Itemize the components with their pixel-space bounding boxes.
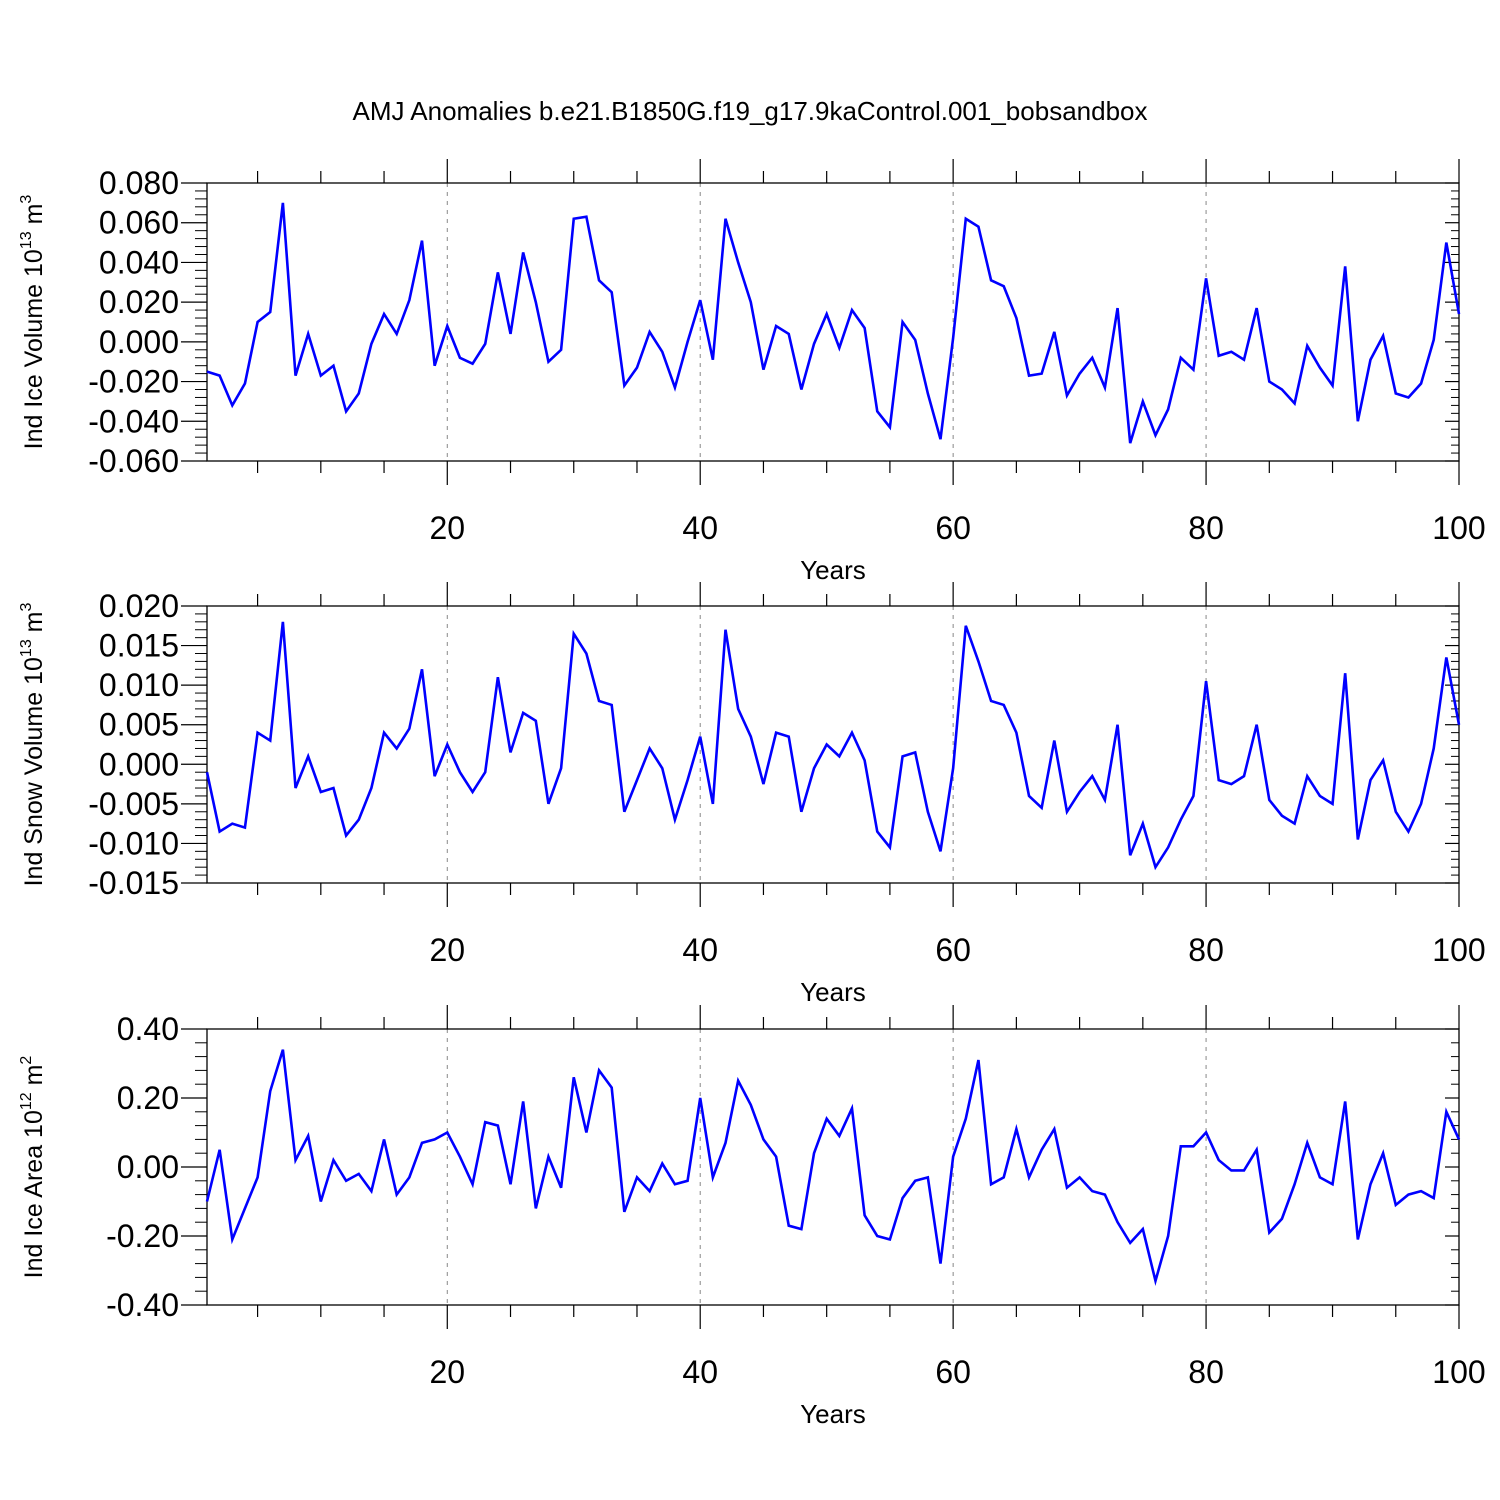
x-tick-label: 60 [935,1354,971,1390]
y-tick-label: 0.020 [99,588,179,624]
y-tick-label: 0.20 [117,1080,179,1116]
y-axis-label-superscript: 13 [18,231,35,249]
y-tick-label: 0.080 [99,165,179,201]
x-axis-label: Years [800,555,866,585]
y-tick-label: -0.005 [88,786,179,822]
x-tick-label: 100 [1432,510,1485,546]
x-tick-label: 20 [429,1354,465,1390]
y-axis-label-superscript: 3 [18,603,35,612]
y-axis-label-text: Ind Ice Area 10 [20,1110,48,1278]
y-tick-label: 0.00 [117,1149,179,1185]
x-tick-label: 60 [935,510,971,546]
x-tick-label: 40 [682,1354,718,1390]
x-tick-label: 80 [1188,932,1224,968]
x-tick-label: 80 [1188,510,1224,546]
y-tick-label: 0.015 [99,628,179,664]
y-axis-label-superscript: 3 [18,195,35,204]
x-tick-label: 20 [429,510,465,546]
y-axis-label-text: m [20,204,48,232]
y-tick-label: 0.005 [99,707,179,743]
plot-frame [206,1028,1460,1306]
chart-panel-3: -0.40 -0.20 0.00 0.20 0.40 20 40 60 80 100 Years In… [18,1005,1486,1429]
y-axis-label: Ind Ice Volume 1013 m3 [18,195,48,450]
y-tick-label: -0.020 [88,364,179,400]
y-tick-label: -0.20 [106,1218,179,1254]
x-tick-label: 100 [1432,1354,1485,1390]
x-tick-label: 40 [682,510,718,546]
y-tick-label: -0.015 [88,865,179,901]
y-tick-label: 0.020 [99,284,179,320]
figure-title: AMJ Anomalies b.e21.B1850G.f19_g17.9kaCo… [352,96,1147,126]
y-axis-label: Ind Snow Volume 1013 m3 [18,603,48,887]
y-axis-label-text: m [20,1065,48,1093]
y-tick-label: -0.040 [88,403,179,439]
x-axis-label: Years [800,1399,866,1429]
x-tick-label: 80 [1188,1354,1224,1390]
x-axis-label: Years [800,977,866,1007]
plot-frame [206,605,1460,884]
y-tick-label: 0.000 [99,324,179,360]
series-line [206,202,1461,444]
x-tick-label: 40 [682,932,718,968]
y-tick-label: -0.010 [88,825,179,861]
y-axis-label-text: Ind Snow Volume 10 [20,657,48,886]
y-tick-label: 0.40 [117,1011,179,1047]
series-line [205,621,1461,871]
plot-frame [206,182,1460,462]
y-axis-label-superscript: 12 [18,1092,35,1110]
y-tick-label: -0.060 [88,443,179,479]
x-tick-label: 20 [429,932,465,968]
y-tick-label: 0.010 [99,667,179,703]
y-axis-label-superscript: 2 [18,1056,35,1065]
x-tick-label: 100 [1432,932,1485,968]
y-tick-label: 0.040 [99,244,179,280]
y-axis-label: Ind Ice Area 1012 m2 [18,1056,48,1279]
y-tick-label: 0.000 [99,746,179,782]
y-axis-label-superscript: 13 [18,639,35,657]
y-tick-label: -0.40 [106,1287,179,1323]
y-axis-label-text: Ind Ice Volume 10 [20,249,48,449]
y-axis-label-text: m [20,612,48,640]
y-tick-label: 0.060 [99,205,179,241]
x-tick-label: 60 [935,932,971,968]
series-line [205,1049,1461,1286]
